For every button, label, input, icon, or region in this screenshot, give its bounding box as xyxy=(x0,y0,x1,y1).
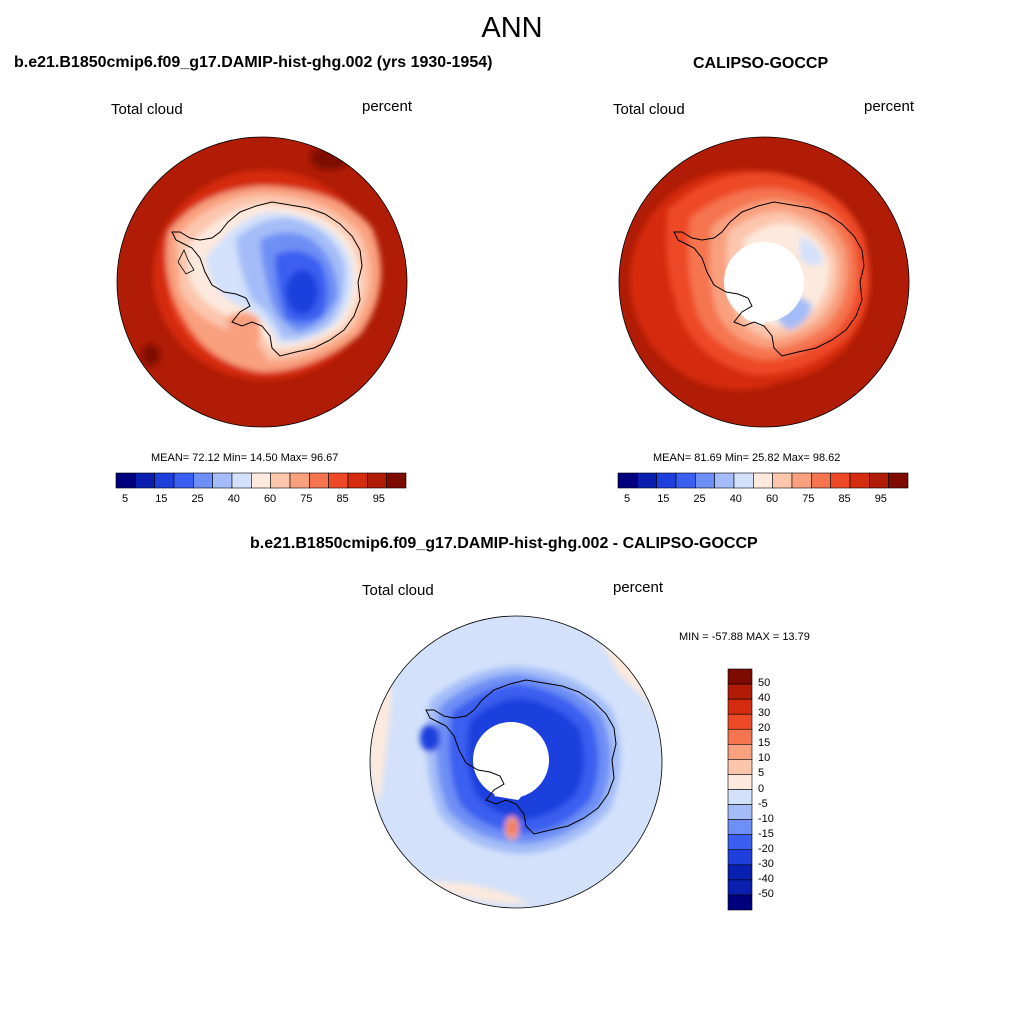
colorbar-panel2-swatch xyxy=(714,472,735,489)
colorbar-panel3-tick-label: 0 xyxy=(758,782,765,795)
colorbar-panel3-tick-label: -15 xyxy=(758,827,774,840)
colorbar-panel1-swatch xyxy=(367,472,387,489)
colorbar-panel1-tick-label: 60 xyxy=(263,493,277,505)
colorbar-panel3-swatch xyxy=(727,759,753,775)
colorbar-panel3-swatch xyxy=(727,849,753,866)
colorbar-panel2-tick-label: 15 xyxy=(657,493,670,505)
colorbar-panel1-swatch xyxy=(115,472,136,489)
colorbar-panel3-tick-label: -5 xyxy=(758,797,768,810)
panel3-stats: MIN = -57.88 MAX = 13.79 xyxy=(679,631,810,643)
panel2-stats: MEAN= 81.69 Min= 25.82 Max= 98.62 xyxy=(653,452,841,464)
colorbar-panel1-swatch xyxy=(347,472,368,489)
colorbar-panel1-swatch xyxy=(193,472,213,489)
colorbar-panel3-swatch xyxy=(727,683,753,700)
colorbar-panel3-swatch xyxy=(727,864,753,881)
map-panel3 xyxy=(370,616,662,908)
colorbar-panel2-swatch xyxy=(637,472,657,489)
colorbar-panel2-tick-label: 5 xyxy=(624,493,631,505)
colorbar-panel2-tick-label: 85 xyxy=(838,493,851,505)
colorbar-panel1-tick-label: 15 xyxy=(155,493,168,505)
colorbar-panel2-tick-label: 25 xyxy=(693,493,706,505)
colorbar-panel3-swatch xyxy=(727,834,753,851)
colorbar-panel3-tick-label: 50 xyxy=(758,677,771,690)
colorbar-panel3-swatch xyxy=(727,744,753,760)
colorbar-panel1-swatch xyxy=(231,472,252,489)
map-panel1 xyxy=(117,137,407,427)
colorbar-panel1-tick-label: 95 xyxy=(372,493,385,505)
colorbar-panel2-swatch xyxy=(888,472,909,489)
colorbar-panel3-swatch xyxy=(727,668,753,685)
colorbar-panel2-tick-label: 60 xyxy=(765,493,779,505)
colorbar-panel3-swatch xyxy=(727,774,753,790)
colorbar-panel3 xyxy=(727,668,753,911)
colorbar-panel3-tick-label: 40 xyxy=(758,692,771,705)
panel1-stats: MEAN= 72.12 Min= 14.50 Max= 96.67 xyxy=(151,452,339,464)
colorbar-panel1-swatch xyxy=(135,472,155,489)
colorbar-panel2-swatch xyxy=(695,472,715,489)
colorbar-panel1-swatch xyxy=(212,472,233,489)
colorbar-panel1-tick-label: 85 xyxy=(336,493,349,505)
colorbar-panel1-tick-label: 5 xyxy=(122,493,129,505)
colorbar-panel1-tick-label: 75 xyxy=(300,493,313,505)
colorbar-panel2-swatch xyxy=(849,472,870,489)
colorbar-panel2-swatch xyxy=(675,472,696,489)
main-title: ANN xyxy=(481,12,543,44)
colorbar-panel2-swatch xyxy=(656,472,677,489)
colorbar-panel1 xyxy=(115,472,407,489)
colorbar-panel2-tick-label: 75 xyxy=(802,493,815,505)
colorbar-panel3-tick-label: 20 xyxy=(758,722,771,735)
panel1-units-label: percent xyxy=(362,98,413,115)
colorbar-panel1-swatch xyxy=(251,472,271,489)
colorbar-panel3-tick-label: -30 xyxy=(758,857,774,870)
colorbar-panel2-swatch xyxy=(772,472,793,489)
panel3-title: b.e21.B1850cmip6.f09_g17.DAMIP-hist-ghg.… xyxy=(250,535,758,552)
colorbar-panel3-swatch xyxy=(727,698,753,715)
colorbar-panel2-swatch xyxy=(811,472,831,489)
panel2-title: CALIPSO-GOCCP xyxy=(693,55,829,72)
panel3-units-label: percent xyxy=(613,579,664,596)
colorbar-panel1-tick-label: 25 xyxy=(191,493,204,505)
colorbar-panel3-tick-label: -50 xyxy=(758,887,774,900)
colorbar-panel3-tick-label: 30 xyxy=(758,707,771,720)
colorbar-panel1-swatch xyxy=(328,472,349,489)
colorbar-panel3-swatch xyxy=(727,728,753,745)
colorbar-panel3-swatch xyxy=(727,789,753,805)
colorbar-panel3-swatch xyxy=(727,804,753,820)
colorbar-panel2-swatch xyxy=(753,472,773,489)
colorbar-panel1-swatch xyxy=(386,472,407,489)
colorbar-panel3-tick-label: -10 xyxy=(758,812,774,825)
colorbar-panel3-tick-label: -20 xyxy=(758,842,774,855)
panel1-title: b.e21.B1850cmip6.f09_g17.DAMIP-hist-ghg.… xyxy=(14,54,493,71)
colorbar-panel3-swatch xyxy=(727,879,753,896)
colorbar-panel1-tick-label: 40 xyxy=(227,493,240,505)
colorbar-panel2-swatch xyxy=(869,472,889,489)
colorbar-panel1-swatch xyxy=(154,472,175,489)
colorbar-panel3-swatch xyxy=(727,894,753,911)
panel3-variable-label: Total cloud xyxy=(362,582,434,599)
colorbar-panel2-tick-label: 40 xyxy=(729,493,742,505)
colorbar-panel3-tick-label: 10 xyxy=(758,752,771,765)
colorbar-panel2-swatch xyxy=(830,472,851,489)
colorbar-panel3-tick-label: 15 xyxy=(758,737,771,750)
colorbar-panel3-swatch xyxy=(727,819,753,835)
map-panel2 xyxy=(619,137,909,427)
colorbar-panel3-tick-label: 5 xyxy=(758,767,765,780)
panel1-variable-label: Total cloud xyxy=(111,101,183,118)
panel2-variable-label: Total cloud xyxy=(613,101,685,118)
colorbar-panel3-swatch xyxy=(727,713,753,730)
colorbar-panel1-swatch xyxy=(270,472,291,489)
colorbar-panel2 xyxy=(617,472,909,489)
colorbar-panel2-swatch xyxy=(617,472,638,489)
colorbar-panel1-swatch xyxy=(309,472,329,489)
colorbar-panel3-tick-label: -40 xyxy=(758,872,774,885)
colorbar-panel1-swatch xyxy=(289,472,310,489)
colorbar-panel2-swatch xyxy=(791,472,812,489)
colorbar-panel1-swatch xyxy=(173,472,194,489)
colorbar-panel2-tick-label: 95 xyxy=(874,493,887,505)
colorbar-panel2-swatch xyxy=(733,472,754,489)
panel2-units-label: percent xyxy=(864,98,915,115)
